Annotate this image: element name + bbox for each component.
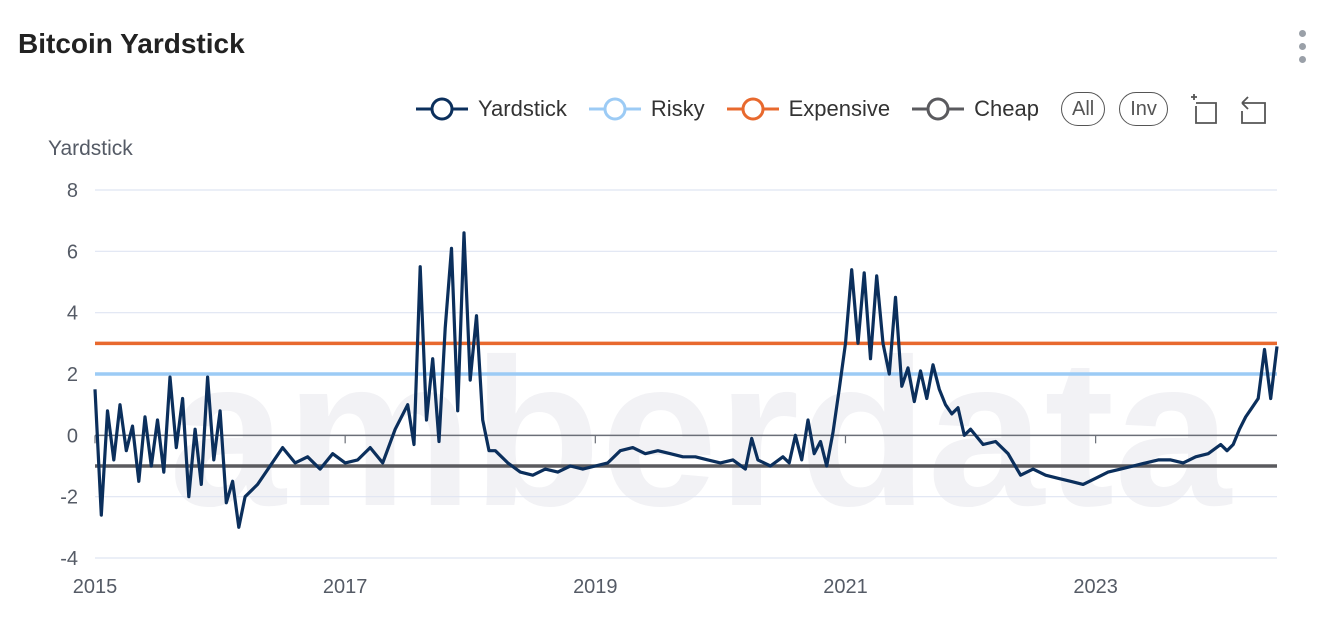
reference-lines [95,341,1277,468]
legend-label-yardstick: Yardstick [478,96,567,121]
y-tick-label: 0 [67,425,78,447]
series-line-yardstick [93,231,1279,529]
legend-item-expensive[interactable]: Expensive [726,96,891,122]
x-tick-label: 2019 [573,576,618,598]
y-tick-label: 8 [67,180,78,202]
legend-marker-icon [912,97,965,121]
legend-marker-icon [726,97,779,121]
series-layer [93,231,1279,529]
y-axis: -4 -2 0 2 4 6 8 [60,180,78,570]
zoom-reset-icon[interactable] [1238,93,1268,125]
legend-item-yardstick[interactable]: Yardstick [416,96,567,122]
more-options-icon[interactable] [1290,28,1314,66]
page-title: Bitcoin Yardstick [18,28,245,59]
y-axis-title: Yardstick [48,137,133,160]
x-axis: 2015 2017 2019 2021 2023 [73,576,1118,598]
legend-label-cheap: Cheap [974,96,1039,121]
x-tick-label: 2015 [73,576,118,598]
legend-label-expensive: Expensive [788,96,891,121]
y-tick-label: -4 [60,548,78,570]
watermark-text: amberdata [169,315,1233,550]
select-all-button[interactable]: All [1060,92,1106,126]
y-tick-label: -2 [60,487,78,509]
legend-marker-icon [416,97,468,121]
y-tick-label: 6 [67,241,78,263]
x-tick-label: 2023 [1073,576,1118,598]
chart-legend: Yardstick Risky Expensive Cheap All Inv [416,89,1282,129]
invert-selection-button[interactable]: Inv [1119,92,1168,126]
legend-marker-icon [588,97,641,121]
x-tick-label: 2021 [823,576,868,598]
legend-item-cheap[interactable]: Cheap [912,96,1039,122]
zoom-select-icon[interactable] [1188,93,1218,125]
y-tick-label: 2 [67,364,78,386]
x-tick-label: 2017 [323,576,368,598]
legend-item-risky[interactable]: Risky [588,96,705,122]
legend-label-risky: Risky [650,96,705,121]
y-tick-label: 4 [67,303,78,325]
